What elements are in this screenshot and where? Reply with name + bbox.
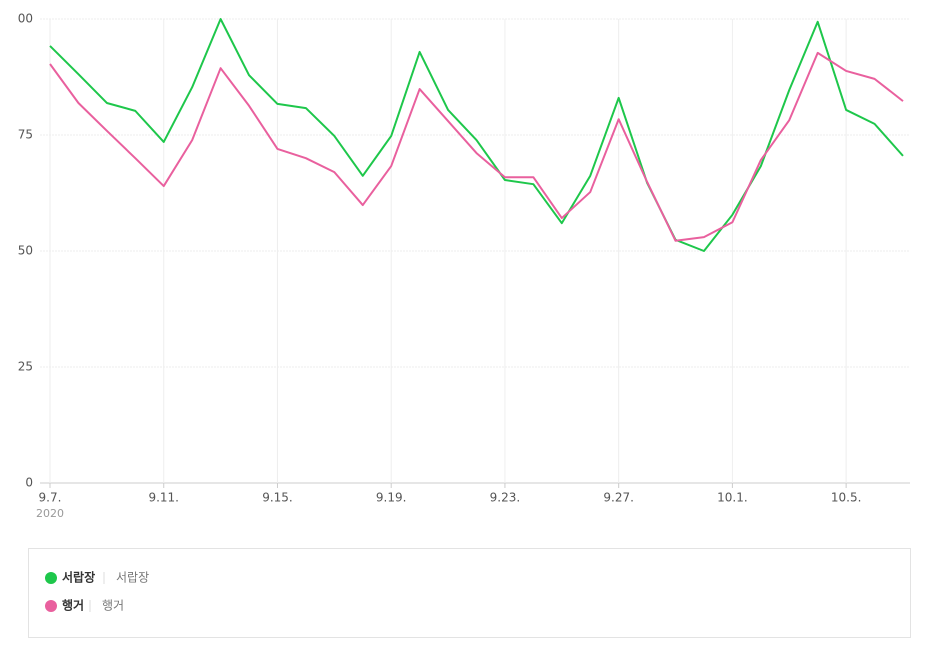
series-line	[49, 18, 904, 252]
legend-keyword: 서랍장	[116, 571, 149, 585]
legend-marker	[45, 600, 57, 612]
y-tick-label: 00	[18, 12, 33, 26]
legend-name: 서랍장	[62, 570, 95, 585]
series-line	[49, 51, 904, 242]
x-tick-label: 9.23.	[490, 491, 521, 505]
y-tick-label: 0	[25, 476, 33, 490]
x-tick-label: 9.11.	[148, 491, 179, 505]
x-tick-label: 9.15.	[262, 491, 293, 505]
y-tick-label: 25	[18, 360, 33, 374]
x-tick-label: 10.1.	[717, 491, 748, 505]
year-label: 2020	[36, 507, 64, 520]
legend-name: 행거	[62, 598, 84, 613]
legend-keyword: 행거	[102, 598, 124, 613]
x-tick-label: 10.5.	[831, 491, 862, 505]
y-tick-label: 50	[18, 244, 33, 258]
x-tick-label: 9.19.	[376, 491, 407, 505]
x-tick-label: 9.7.	[39, 491, 62, 505]
y-tick-label: 75	[18, 128, 33, 142]
legend-marker	[45, 572, 57, 584]
x-tick-label: 9.27.	[603, 491, 634, 505]
legend-box	[28, 548, 911, 638]
